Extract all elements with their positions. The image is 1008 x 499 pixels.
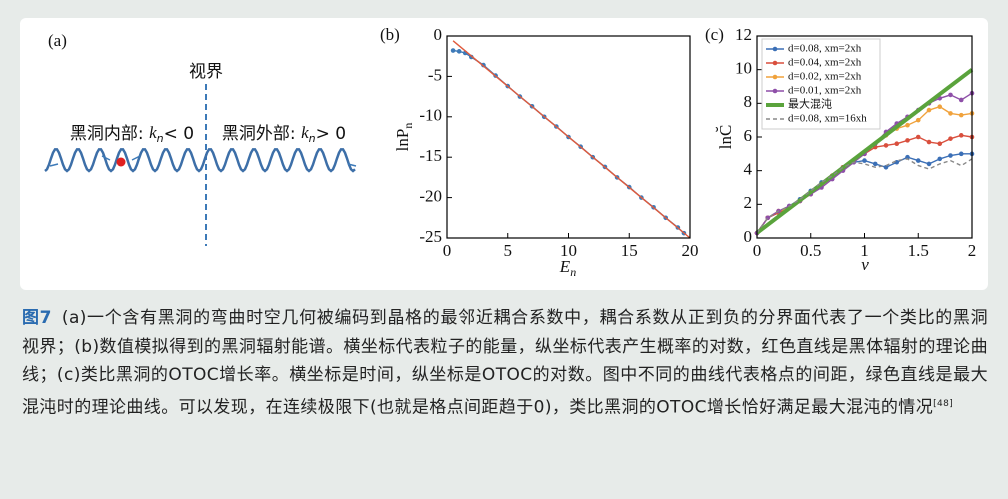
panel-label: (b) — [380, 25, 400, 44]
point — [873, 162, 878, 167]
legend-label: d=0.08, xm=16xh — [788, 113, 867, 125]
point — [905, 123, 910, 128]
point — [894, 141, 899, 146]
point — [948, 136, 953, 141]
outside-label: 黑洞外部: kn> 0 — [222, 123, 346, 145]
caption-label: 图7 — [22, 308, 52, 328]
legend-marker — [773, 75, 778, 80]
point — [927, 140, 932, 145]
inside-text: 黑洞内部: — [70, 124, 149, 144]
y-tick-label: -15 — [419, 146, 442, 165]
y-tick-label: -20 — [419, 187, 442, 206]
y-tick-label: -25 — [419, 227, 442, 246]
outside-sub: n — [309, 132, 316, 145]
legend-label: d=0.04, xm=2xh — [788, 57, 862, 69]
x-axis-label-main: ν — [861, 255, 869, 274]
x-tick-label: 0 — [443, 241, 452, 260]
point — [959, 152, 964, 157]
point — [959, 113, 964, 118]
point — [927, 162, 932, 167]
point — [959, 133, 964, 138]
figure: (a) 视界 黑洞内部: kn< 0 黑洞外部: kn> 0 (b) 0 5 10 15… — [0, 0, 1008, 300]
x-axis-label: ν — [861, 255, 869, 274]
legend-marker — [773, 89, 778, 94]
legend-label: d=0.01, xm=2xh — [788, 85, 862, 97]
x-tick-label: 1.5 — [908, 241, 929, 260]
x-tick-label: 0.5 — [800, 241, 821, 260]
y-tick-label: 0 — [434, 25, 443, 44]
point — [916, 118, 921, 123]
page: {"diagram":{"panel_label":"(a)","horizon… — [0, 0, 1008, 499]
y-axis-label-sub: n — [401, 123, 415, 129]
point — [927, 108, 932, 113]
x-tick-label: 20 — [682, 241, 699, 260]
x-tick-label: 5 — [504, 241, 513, 260]
point — [884, 143, 889, 148]
point — [937, 104, 942, 109]
point — [916, 135, 921, 140]
legend-label: d=0.02, xm=2xh — [788, 71, 862, 83]
legend-marker — [773, 61, 778, 66]
outside-text: 黑洞外部: — [222, 124, 301, 144]
x-axis-label-main: E — [559, 257, 571, 276]
panel-label: (a) — [48, 31, 67, 50]
y-tick-label: 8 — [744, 92, 753, 111]
y-axis-label-main: lnP — [393, 129, 412, 152]
point — [862, 158, 867, 163]
point — [451, 48, 456, 53]
x-tick-label: 0 — [753, 241, 762, 260]
point — [948, 111, 953, 116]
inside-rel: < 0 — [164, 124, 194, 144]
point — [948, 153, 953, 158]
caption-ref: [48] — [933, 399, 953, 409]
y-axis-label-main: lnC̆ — [715, 125, 734, 150]
point — [905, 138, 910, 143]
inside-label: 黑洞内部: kn< 0 — [70, 123, 194, 145]
y-tick-label: 12 — [735, 25, 752, 44]
point — [916, 158, 921, 163]
legend-label: d=0.08, xm=2xh — [788, 43, 862, 55]
y-tick-label: -5 — [428, 65, 442, 84]
point — [937, 157, 942, 162]
caption-text: (a)一个含有黑洞的弯曲时空几何被编码到晶格的最邻近耦合系数中，耦合系数从正到负… — [22, 308, 988, 417]
x-tick-label: 2 — [968, 241, 977, 260]
y-tick-label: 2 — [744, 193, 753, 212]
y-tick-label: 0 — [744, 227, 753, 246]
outside-rel: > 0 — [316, 124, 346, 144]
y-tick-label: 6 — [744, 126, 753, 145]
point — [457, 49, 462, 54]
legend-marker — [773, 47, 778, 52]
inside-sub: n — [157, 132, 164, 145]
y-tick-label: -10 — [419, 106, 442, 125]
caption: 图7(a)一个含有黑洞的弯曲时空几何被编码到晶格的最邻近耦合系数中，耦合系数从正… — [22, 304, 988, 422]
x-axis-label-sub: n — [570, 265, 576, 279]
point — [937, 141, 942, 146]
y-tick-label: 10 — [735, 59, 752, 78]
x-tick-label: 15 — [621, 241, 638, 260]
panel-label: (c) — [705, 25, 724, 44]
point — [959, 98, 964, 103]
point — [948, 93, 953, 98]
particle — [117, 158, 126, 167]
y-tick-label: 4 — [744, 160, 753, 179]
y-axis-label: lnC̆ — [715, 125, 734, 150]
legend-label: 最大混沌 — [788, 97, 832, 111]
horizon-label: 视界 — [189, 62, 223, 82]
